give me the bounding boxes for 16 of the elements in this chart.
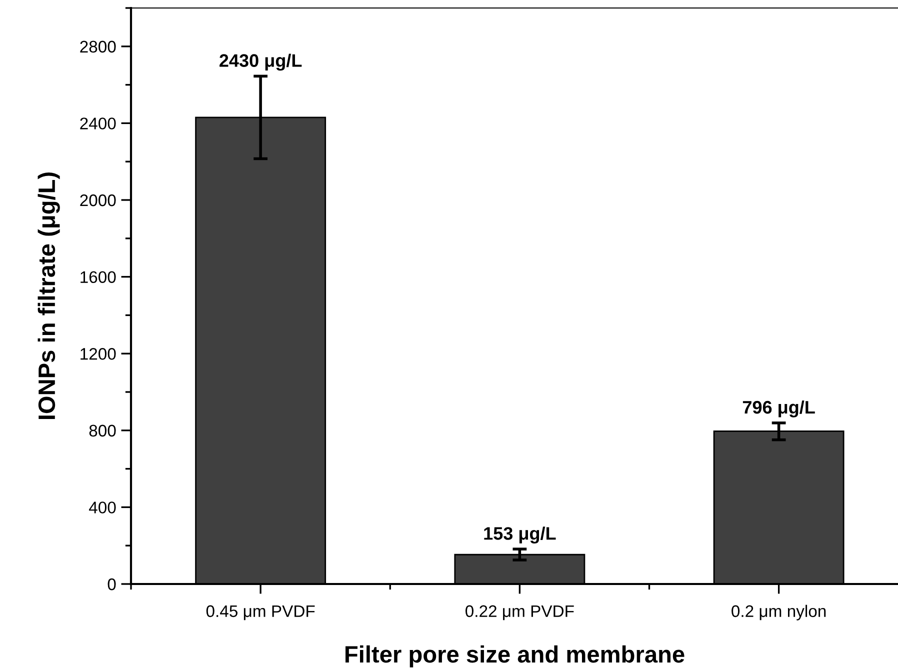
y-tick-label: 1200 xyxy=(80,348,116,360)
y-tick-label: 2000 xyxy=(80,194,116,206)
x-axis-title: Filter pore size and membrane xyxy=(346,645,684,668)
y-tick-label: 0 xyxy=(108,578,116,590)
x-tick-label: 0.45 μm PVDF xyxy=(206,605,315,620)
data-label: 796 μg/L xyxy=(742,400,815,418)
data-label: 2430 μg/L xyxy=(220,54,302,71)
y-tick-label: 400 xyxy=(88,502,116,514)
y-tick-label: 1600 xyxy=(80,271,116,284)
data-label: 153 μg/L xyxy=(484,526,556,544)
y-tick-label: 2400 xyxy=(80,118,116,130)
y-tick-label: 2800 xyxy=(80,40,116,53)
x-tick-label: 0.2 μm nylon xyxy=(732,604,826,620)
y-tick-label: 800 xyxy=(89,424,116,437)
y-axis-title: IONPs in filtrate (μg/L) xyxy=(38,172,60,420)
x-tick-label: 0.22 μm PVDF xyxy=(466,605,574,620)
